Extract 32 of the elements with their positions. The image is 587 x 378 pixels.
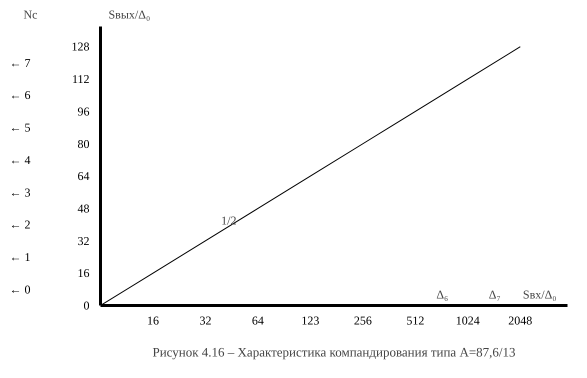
y-tick-label: 80 <box>78 136 90 151</box>
annotation: 1/2 <box>221 214 237 228</box>
text: Nc <box>24 8 38 22</box>
y-tick-label: 0 <box>84 298 90 312</box>
x-tick-label: 512 <box>406 314 424 328</box>
x-tick-label: 2048 <box>508 314 532 328</box>
annotation: Δ₇ <box>488 287 501 302</box>
x-axis-title: Sвх/Δ₀ <box>522 287 556 302</box>
annotation: Δ₆ <box>436 287 448 302</box>
x-tick-label: 32 <box>199 314 212 328</box>
y-tick-label: 112 <box>72 72 90 86</box>
x-tick-label: 64 <box>252 314 264 328</box>
x-tick-label: 123 <box>301 314 320 328</box>
x-tick-label: 1024 <box>456 314 480 328</box>
text: ← 7 <box>10 56 30 70</box>
y-axis-title: Sвых/Δ₀ <box>108 8 150 22</box>
y-tick-label: 48 <box>78 201 90 216</box>
y-tick-label: 64 <box>78 169 90 184</box>
text: ← 4 <box>10 152 30 167</box>
text: Рисунок 4.16 – Характеристика компандирования типа А=87,6/13 <box>152 344 516 360</box>
y-tick-label: 96 <box>78 104 90 118</box>
text: ← 5 <box>10 120 30 135</box>
text: ← 6 <box>10 88 30 102</box>
text: ← 0 <box>10 282 30 296</box>
text: ← 1 <box>10 250 30 264</box>
y-tick-label: 32 <box>78 234 90 248</box>
x-tick-label: 16 <box>146 314 159 328</box>
x-tick-label: 256 <box>354 314 372 328</box>
text: ← 2 <box>10 218 30 232</box>
y-tick-label: 16 <box>78 266 90 280</box>
y-tick-label: 128 <box>72 40 90 54</box>
text: ← 3 <box>10 185 30 200</box>
